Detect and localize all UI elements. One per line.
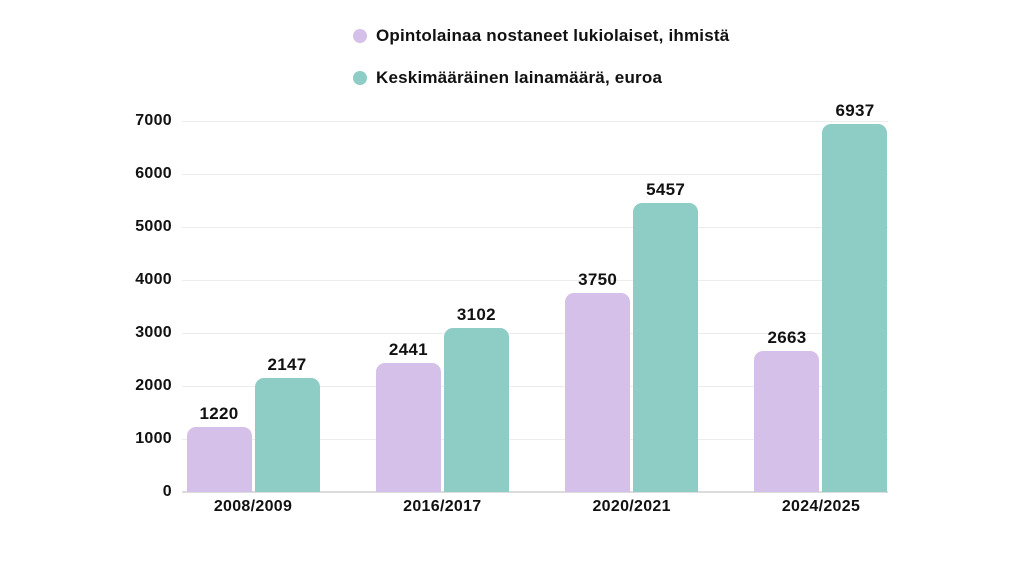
gridline — [182, 386, 888, 387]
gridline — [182, 333, 888, 334]
legend-item-series1: Opintolainaa nostaneet lukiolaiset, ihmi… — [353, 26, 730, 45]
bar-value-label: 2663 — [767, 327, 807, 347]
bar-value-label: 6937 — [835, 101, 875, 121]
bar-series2-2024-2025 — [822, 124, 888, 492]
x-axis-category-label: 2016/2017 — [403, 498, 482, 515]
bar-value-label: 1220 — [199, 404, 239, 424]
legend-label-series2: Keskimääräinen lainamäärä, euroa — [376, 68, 663, 87]
bar-series1-2016-2017 — [375, 362, 441, 492]
legend-label-series1: Opintolainaa nostaneet lukiolaiset, ihmi… — [376, 26, 730, 45]
x-axis-category-label: 2020/2021 — [592, 498, 671, 515]
x-axis-category-label: 2008/2009 — [213, 498, 293, 515]
gridline — [182, 121, 888, 122]
bar-series1-2024-2025 — [754, 350, 820, 492]
gridline — [182, 174, 888, 175]
y-axis-tick-label: 2000 — [135, 377, 172, 394]
bar-series2-2020-2021 — [633, 202, 699, 492]
bar-series1-2008-2009 — [186, 427, 252, 492]
bar-value-label: 2147 — [267, 355, 307, 375]
bar-series1-2020-2021 — [565, 293, 631, 492]
bar-value-label: 3750 — [578, 270, 618, 290]
gridline — [182, 227, 888, 228]
y-axis-tick-label: 1000 — [135, 430, 172, 447]
legend-item-series2: Keskimääräinen lainamäärä, euroa — [353, 68, 663, 87]
legend-swatch-series2-icon — [353, 71, 367, 85]
gridline — [182, 280, 888, 281]
y-axis-tick-label: 5000 — [135, 218, 172, 235]
bar-series2-2008-2009 — [254, 378, 320, 492]
y-axis-tick-label: 3000 — [135, 324, 172, 341]
bar-series2-2016-2017 — [443, 327, 509, 492]
y-axis-tick-label: 0 — [162, 483, 172, 500]
y-axis-tick-label: 6000 — [135, 165, 172, 182]
y-axis-tick-label: 7000 — [135, 112, 172, 129]
bar-value-label: 2441 — [388, 339, 428, 359]
x-axis-line — [182, 491, 888, 493]
x-axis-category-label: 2024/2025 — [781, 498, 861, 515]
bar-value-label: 3102 — [456, 304, 496, 324]
y-axis-tick-label: 4000 — [135, 271, 172, 288]
gridline — [182, 439, 888, 440]
legend-swatch-series1-icon — [353, 29, 367, 43]
bar-value-label: 5457 — [646, 179, 686, 199]
